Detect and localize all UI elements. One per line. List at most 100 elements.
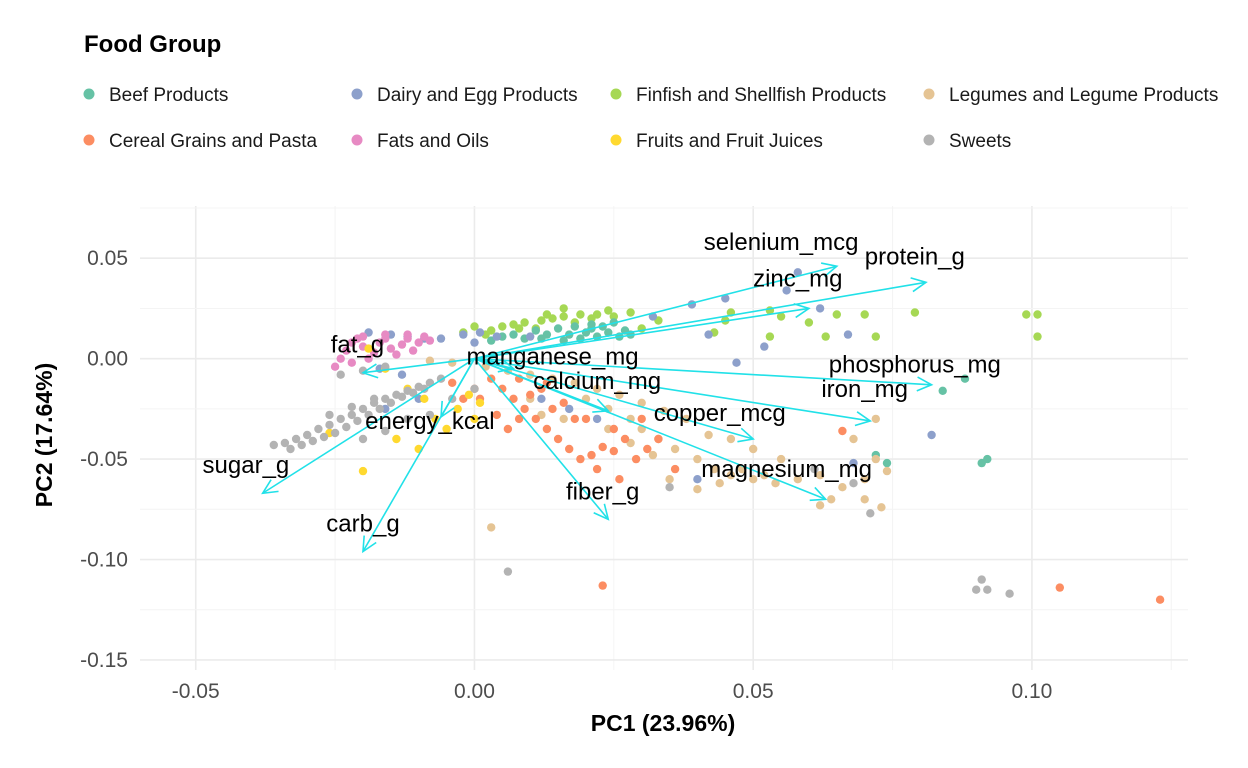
point-7-49 [849, 479, 858, 488]
loading-label-energy_kcal: energy_kcal [365, 408, 494, 435]
point-0-31 [910, 308, 920, 317]
loading-head-protein_g [910, 277, 928, 293]
point-2-27 [537, 394, 546, 403]
point-2-11 [526, 332, 535, 341]
point-6-6 [453, 404, 462, 414]
point-5-19 [381, 330, 390, 339]
point-7-1 [280, 438, 290, 448]
point-4-24 [581, 414, 591, 424]
legend-key-7 [923, 134, 935, 146]
point-5-18 [358, 332, 368, 341]
point-4-7 [565, 444, 574, 454]
point-5-16 [330, 362, 340, 371]
point-3-20 [815, 501, 825, 510]
point-7-37 [470, 384, 479, 393]
point-4-39 [1155, 595, 1165, 604]
y-tick-label-4: -0.15 [80, 649, 128, 672]
point-4-4 [531, 414, 540, 424]
point-7-23 [364, 410, 373, 420]
point-7-24 [375, 404, 384, 414]
legend-key-3 [923, 88, 935, 100]
point-4-29 [570, 414, 579, 424]
legend-label-2: Finfish and Shellfish Products [636, 85, 886, 106]
legend-label-5: Fats and Oils [377, 131, 489, 152]
loading-label-selenium_mcg: selenium_mcg [704, 229, 859, 256]
point-3-18 [849, 434, 858, 444]
loading-label-manganese_mg: manganese_mg [466, 344, 638, 371]
point-3-10 [771, 479, 780, 488]
point-1-22 [938, 386, 947, 395]
point-2-25 [565, 404, 574, 414]
point-2-2 [475, 328, 485, 337]
loading-arrow-magnesium_mg [474, 357, 828, 502]
point-0-2 [537, 316, 546, 325]
point-1-12 [604, 328, 613, 337]
point-4-32 [592, 464, 602, 474]
point-2-16 [793, 268, 802, 277]
point-7-40 [381, 362, 390, 371]
point-4-6 [553, 434, 563, 444]
point-0-16 [514, 324, 524, 333]
loading-arrow-copper_mcg [474, 357, 755, 443]
point-7-5 [325, 420, 334, 430]
point-4-10 [598, 442, 607, 452]
point-3-16 [882, 466, 892, 476]
point-1-0 [509, 330, 518, 339]
point-4-1 [498, 384, 507, 393]
point-2-26 [592, 414, 602, 424]
point-7-46 [1005, 589, 1014, 598]
point-5-21 [425, 336, 435, 345]
point-4-5 [542, 424, 552, 434]
point-4-37 [598, 581, 607, 590]
point-3-44 [715, 479, 724, 488]
point-3-11 [793, 475, 802, 484]
point-7-47 [665, 483, 674, 492]
point-0-28 [821, 332, 830, 341]
point-4-21 [448, 378, 457, 387]
point-3-42 [665, 475, 674, 484]
loading-label-phosphorus_mg: phosphorus_mg [829, 352, 1001, 379]
point-2-0 [436, 334, 446, 343]
point-2-10 [470, 338, 479, 347]
point-3-48 [648, 450, 658, 460]
legend-key-2 [610, 88, 622, 100]
loading-head-zinc_mg [793, 302, 811, 319]
legend-key-6 [610, 134, 622, 146]
point-6-11 [392, 434, 401, 444]
point-3-39 [559, 414, 568, 424]
loading-head-phosphorus_mg [916, 376, 934, 392]
loading-arrow-iron_mg [474, 357, 873, 427]
point-4-14 [643, 444, 652, 454]
point-7-6 [336, 414, 345, 424]
point-7-3 [303, 430, 312, 440]
legend-label-4: Cereal Grains and Pasta [109, 131, 317, 152]
point-5-13 [408, 346, 418, 355]
point-3-14 [860, 475, 869, 484]
point-7-44 [977, 575, 986, 584]
loading-head-magnesium_mg [809, 486, 828, 502]
point-7-25 [386, 398, 396, 407]
point-4-9 [587, 450, 596, 460]
point-0-4 [576, 310, 585, 319]
legend-label-7: Sweets [949, 131, 1011, 152]
point-1-3 [570, 322, 579, 331]
loading-label-zinc_mg: zinc_mg [753, 265, 842, 292]
loading-head-fiber_g [593, 503, 610, 521]
x-tick-label-0: -0.05 [172, 680, 220, 703]
loading-arrow-carb_g [362, 358, 476, 554]
point-0-6 [609, 312, 618, 321]
point-0-29 [832, 310, 841, 319]
loading-arrow-phosphorus_mg [474, 357, 934, 392]
point-2-22 [927, 430, 936, 440]
data-points [269, 268, 1165, 604]
y-axis-title: PC2 (17.64%) [31, 363, 57, 507]
point-7-48 [810, 464, 819, 474]
point-7-0 [269, 440, 278, 450]
point-2-21 [732, 358, 741, 367]
y-tick-label-2: -0.05 [80, 448, 128, 471]
x-tick-label-3: 0.10 [1011, 680, 1052, 703]
point-0-15 [542, 310, 552, 319]
point-1-25 [983, 454, 992, 464]
loading-shaft-phosphorus_mg [474, 357, 932, 386]
